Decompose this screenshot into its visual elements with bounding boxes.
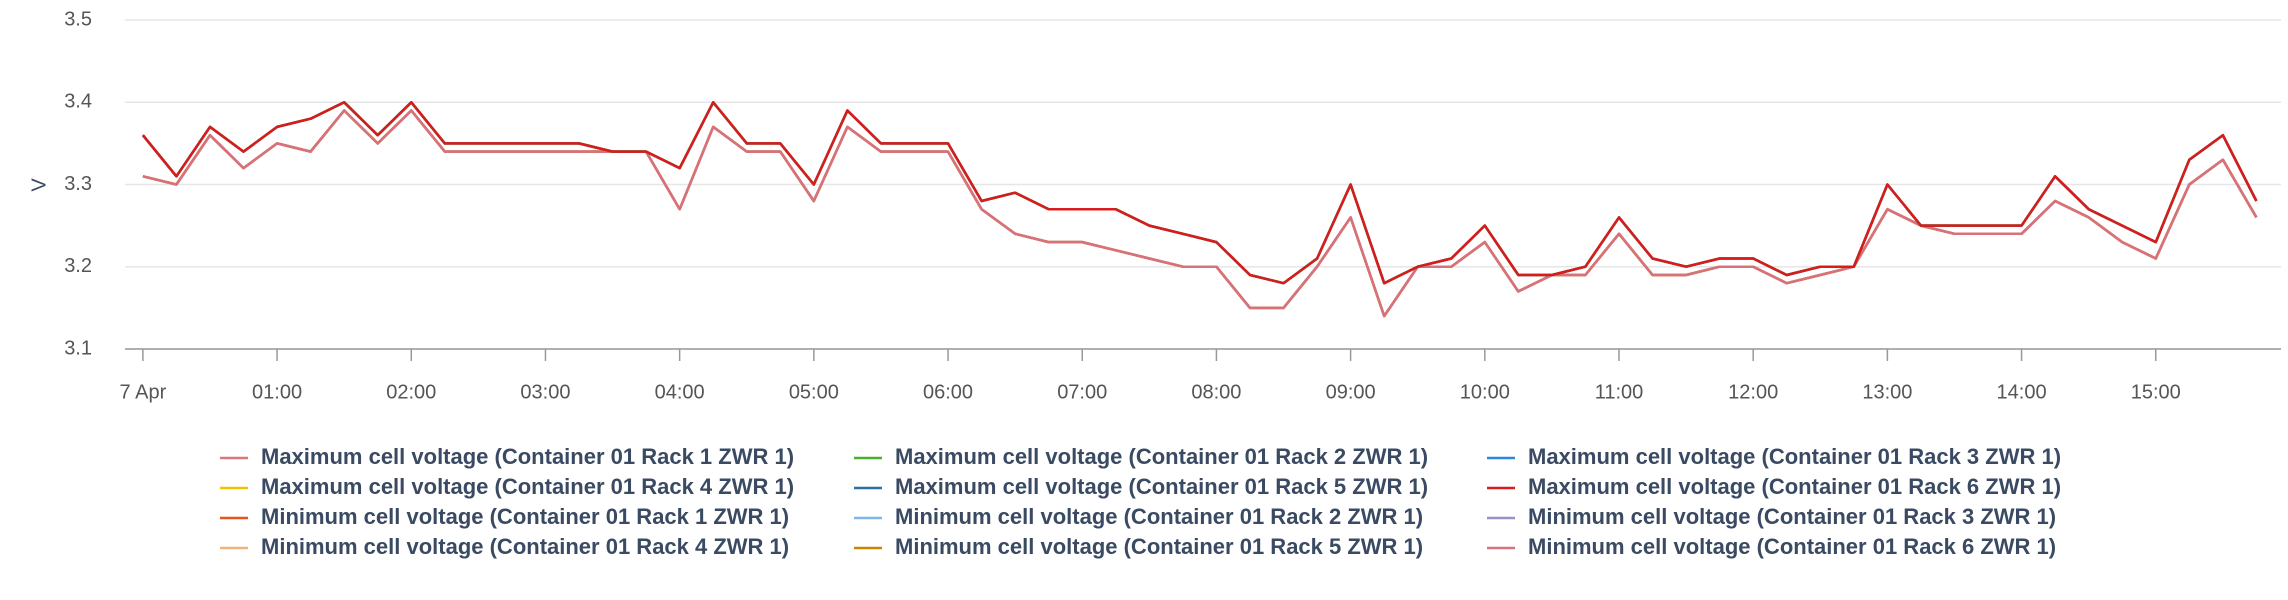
x-tick-label: 08:00: [1191, 381, 1241, 403]
series-line: [141, 101, 2258, 285]
legend-label: Maximum cell voltage (Container 01 Rack …: [1528, 474, 2061, 499]
x-tick-label: 7 Apr: [120, 381, 167, 403]
series-line: [142, 109, 2258, 318]
x-tick-label: 07:00: [1057, 381, 1107, 403]
legend-label: Maximum cell voltage (Container 01 Rack …: [261, 444, 794, 469]
x-tick-label: 13:00: [1862, 381, 1912, 403]
x-tick-label: 12:00: [1728, 381, 1778, 403]
series-line: [142, 109, 2258, 318]
x-tick-label: 15:00: [2131, 381, 2181, 403]
legend-label: Minimum cell voltage (Container 01 Rack …: [895, 534, 1423, 559]
x-tick-label: 06:00: [923, 381, 973, 403]
series-line: [142, 109, 2258, 318]
legend-label: Maximum cell voltage (Container 01 Rack …: [895, 444, 1428, 469]
y-tick-label: 3.4: [64, 91, 92, 113]
legend-label: Minimum cell voltage (Container 01 Rack …: [261, 534, 789, 559]
x-tick-label: 02:00: [386, 381, 436, 403]
y-tick-label: 3.5: [64, 8, 92, 30]
x-tick-label: 10:00: [1460, 381, 1510, 403]
series-line: [141, 101, 2258, 285]
legend-label: Maximum cell voltage (Container 01 Rack …: [261, 474, 794, 499]
y-tick-label: 3.3: [64, 173, 92, 195]
series-line: [141, 101, 2258, 285]
series-line: [142, 109, 2258, 318]
legend-label: Minimum cell voltage (Container 01 Rack …: [1528, 534, 2056, 559]
legend-label: Minimum cell voltage (Container 01 Rack …: [1528, 504, 2056, 529]
y-tick-label: 3.2: [64, 255, 92, 277]
series-line: [141, 101, 2258, 285]
y-axis-label: V: [28, 178, 50, 192]
x-tick-label: 14:00: [1997, 381, 2047, 403]
y-tick-label: 3.1: [64, 337, 92, 359]
series-line: [142, 109, 2258, 318]
legend-label: Maximum cell voltage (Container 01 Rack …: [895, 474, 1428, 499]
x-tick-label: 11:00: [1595, 381, 1644, 403]
x-tick-label: 09:00: [1326, 381, 1376, 403]
x-tick-label: 04:00: [655, 381, 705, 403]
x-tick-label: 01:00: [252, 381, 302, 403]
series-line: [141, 101, 2258, 285]
legend-label: Maximum cell voltage (Container 01 Rack …: [1528, 444, 2061, 469]
x-tick-label: 03:00: [520, 381, 570, 403]
legend-label: Minimum cell voltage (Container 01 Rack …: [261, 504, 789, 529]
legend-label: Minimum cell voltage (Container 01 Rack …: [895, 504, 1423, 529]
series-line: [141, 101, 2258, 285]
x-tick-label: 05:00: [789, 381, 839, 403]
series-line: [142, 109, 2258, 318]
